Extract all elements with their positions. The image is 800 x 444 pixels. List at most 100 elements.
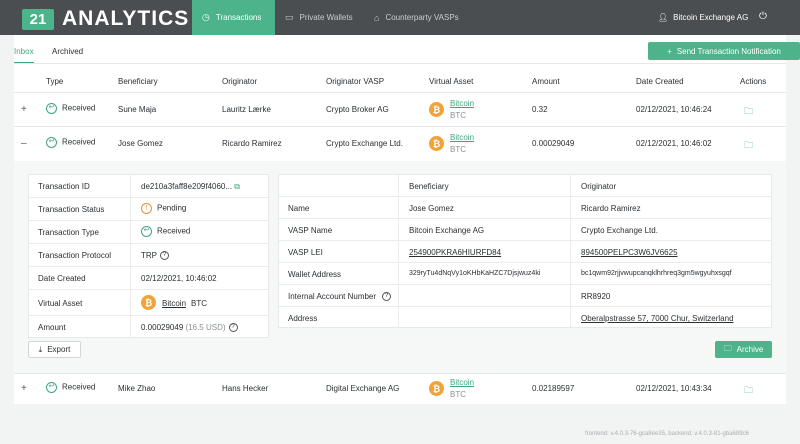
detail-row: Wallet Address 329ryTu4dNqVy1oKHbKaHZC7D…: [279, 263, 771, 285]
table-row[interactable]: + ↩ Received Mike Zhao Hans Hecker Digita…: [14, 374, 786, 404]
asset-code: BTC: [191, 299, 207, 308]
download-icon: ⤓: [38, 344, 43, 354]
bitcoin-icon: ₿: [141, 295, 156, 310]
type-cell: ↩ Received: [46, 137, 95, 148]
expand-row-button[interactable]: +: [21, 383, 27, 394]
type-text: Received: [157, 226, 191, 236]
column-divider: [570, 175, 571, 327]
internal-account-label-text: Internal Account Number: [288, 292, 377, 301]
logo-badge: 21: [22, 8, 54, 30]
table-row[interactable]: + ↩ Received Sune Maja Lauritz Lærke Cryp…: [14, 93, 786, 126]
help-icon[interactable]: ?: [382, 292, 392, 302]
originator-cell: Hans Hecker: [222, 384, 269, 393]
internal-account-label: Internal Account Number?: [288, 292, 392, 302]
folder-icon: 🗀: [723, 343, 732, 353]
amount-usd: (16.5 USD): [185, 323, 226, 332]
export-button[interactable]: ⤓ Export: [28, 341, 81, 358]
originator-lei-link[interactable]: 894500PELPC3W6JV6625: [581, 248, 678, 257]
logo[interactable]: 21 ANALYTICS: [22, 7, 189, 31]
copy-icon[interactable]: ⧉: [234, 182, 241, 191]
received-icon: ↩: [46, 382, 57, 393]
archive-folder-icon[interactable]: 🗀: [744, 140, 754, 150]
vasp-name-label: VASP Name: [288, 226, 333, 235]
archive-button[interactable]: 🗀 Archive: [715, 341, 772, 358]
user-menu[interactable]: 👤︎ Bitcoin Exchange AG: [658, 0, 748, 35]
archive-folder-icon[interactable]: 🗀: [744, 106, 754, 116]
column-header-originator: Originator: [222, 77, 258, 86]
originator-vasp-cell: Crypto Exchange Ltd.: [326, 139, 403, 148]
asset-link[interactable]: Bitcoin: [450, 133, 475, 142]
detail-row: Transaction ID de210a3faff8e209f4060... …: [29, 175, 268, 198]
user-name: Bitcoin Exchange AG: [673, 13, 749, 22]
asset-code: BTC: [450, 390, 466, 399]
column-header-amount: Amount: [532, 77, 560, 86]
plus-icon: +: [667, 46, 672, 56]
detail-row: Transaction Protocol TRP?: [29, 244, 268, 267]
detail-row: Virtual Asset ₿ Bitcoin BTC: [29, 290, 268, 316]
tab-archived[interactable]: Archived: [52, 47, 84, 56]
column-header-type: Type: [46, 77, 64, 86]
logo-text: ANALYTICS: [62, 7, 190, 30]
nav-tab-private-wallets[interactable]: ▭ Private Wallets: [285, 0, 365, 35]
tx-id-label: Transaction ID: [38, 182, 90, 191]
logout-icon[interactable]: ⏻: [759, 11, 767, 22]
wallet-icon: ▭: [285, 12, 294, 22]
divider: [14, 92, 786, 93]
help-icon[interactable]: ?: [160, 251, 169, 261]
date-cell: 02/12/2021, 10:43:34: [636, 384, 712, 393]
user-icon: 👤︎: [658, 13, 669, 22]
bank-icon: ⌂: [374, 12, 380, 23]
send-notification-label: Send Transaction Notification: [676, 46, 781, 56]
tab-inbox[interactable]: Inbox: [14, 47, 34, 64]
column-divider: [398, 175, 399, 327]
column-header-beneficiary: Beneficiary: [118, 77, 158, 86]
expand-row-button[interactable]: +: [21, 104, 27, 115]
detail-row: Amount 0.00029049 (16.5 USD)?: [29, 316, 268, 338]
amount-label: Amount: [38, 323, 66, 332]
asset-link[interactable]: Bitcoin: [450, 378, 475, 387]
type-cell: ↩ Received: [46, 103, 95, 114]
pending-icon: !: [141, 203, 152, 214]
tx-id-text: de210a3faff8e209f4060...: [141, 182, 233, 191]
beneficiary-column-header: Beneficiary: [409, 182, 449, 191]
bitcoin-icon: ₿: [429, 136, 444, 151]
originator-vasp-cell: Digital Exchange AG: [326, 384, 400, 393]
detail-row: Date Created 02/12/2021, 10:46:02: [29, 267, 268, 290]
divider: [14, 373, 786, 374]
send-notification-button[interactable]: + Send Transaction Notification: [648, 42, 800, 60]
archive-folder-icon[interactable]: 🗀: [744, 385, 754, 395]
divider: [14, 126, 786, 127]
nav-tab-transactions[interactable]: ◷ Transactions: [192, 0, 275, 35]
nav-tab-counterparty-vasps[interactable]: ⌂ Counterparty VASPs: [374, 0, 474, 35]
originator-account-number: RR8920: [581, 292, 611, 301]
type-label: Received: [62, 103, 96, 113]
detail-row: VASP LEI 254900PKRA6HIURFD84 894500PELPC…: [279, 241, 771, 263]
transactions-card: Inbox Archived + Send Transaction Notifi…: [14, 35, 800, 404]
detail-row: Address Oberalpstrasse 57, 7000 Chur, Sw…: [279, 307, 771, 328]
table-row[interactable]: – ↩ Received Jose Gomez Ricardo Ramirez C…: [14, 127, 786, 160]
beneficiary-cell: Mike Zhao: [118, 384, 156, 393]
date-label: Date Created: [38, 274, 86, 283]
detail-row: Transaction Type ↩ Received: [29, 221, 268, 244]
detail-header-row: Beneficiary Originator: [279, 175, 771, 197]
asset-code: BTC: [450, 111, 466, 120]
help-icon[interactable]: ?: [228, 323, 238, 333]
name-label: Name: [288, 204, 310, 213]
beneficiary-lei-link[interactable]: 254900PKRA6HIURFD84: [409, 248, 502, 257]
nav-tab-label: Transactions: [215, 13, 262, 22]
beneficiary-wallet-address: 329ryTu4dNqVy1oKHbKaHZC7Djsjwuz4ki: [409, 270, 541, 277]
asset-code: BTC: [450, 145, 466, 154]
address-label: Address: [288, 314, 318, 323]
detail-row: Internal Account Number? RR8920: [279, 285, 771, 307]
originator-vasp-name: Crypto Exchange Ltd.: [581, 226, 658, 235]
vasp-lei-label: VASP LEI: [288, 248, 323, 257]
originator-address-link[interactable]: Oberalpstrasse 57, 7000 Chur, Switzerlan…: [581, 314, 734, 323]
asset-link[interactable]: Bitcoin: [450, 99, 475, 108]
amount-cell: 0.02189597: [532, 384, 575, 393]
beneficiary-cell: Jose Gomez: [118, 139, 163, 148]
amount-value: 0.00029049 (16.5 USD)?: [141, 323, 238, 333]
beneficiary-vasp-name: Bitcoin Exchange AG: [409, 226, 485, 235]
asset-link[interactable]: Bitcoin: [162, 299, 187, 308]
status-text: Pending: [157, 203, 187, 213]
collapse-row-button[interactable]: –: [21, 138, 27, 149]
